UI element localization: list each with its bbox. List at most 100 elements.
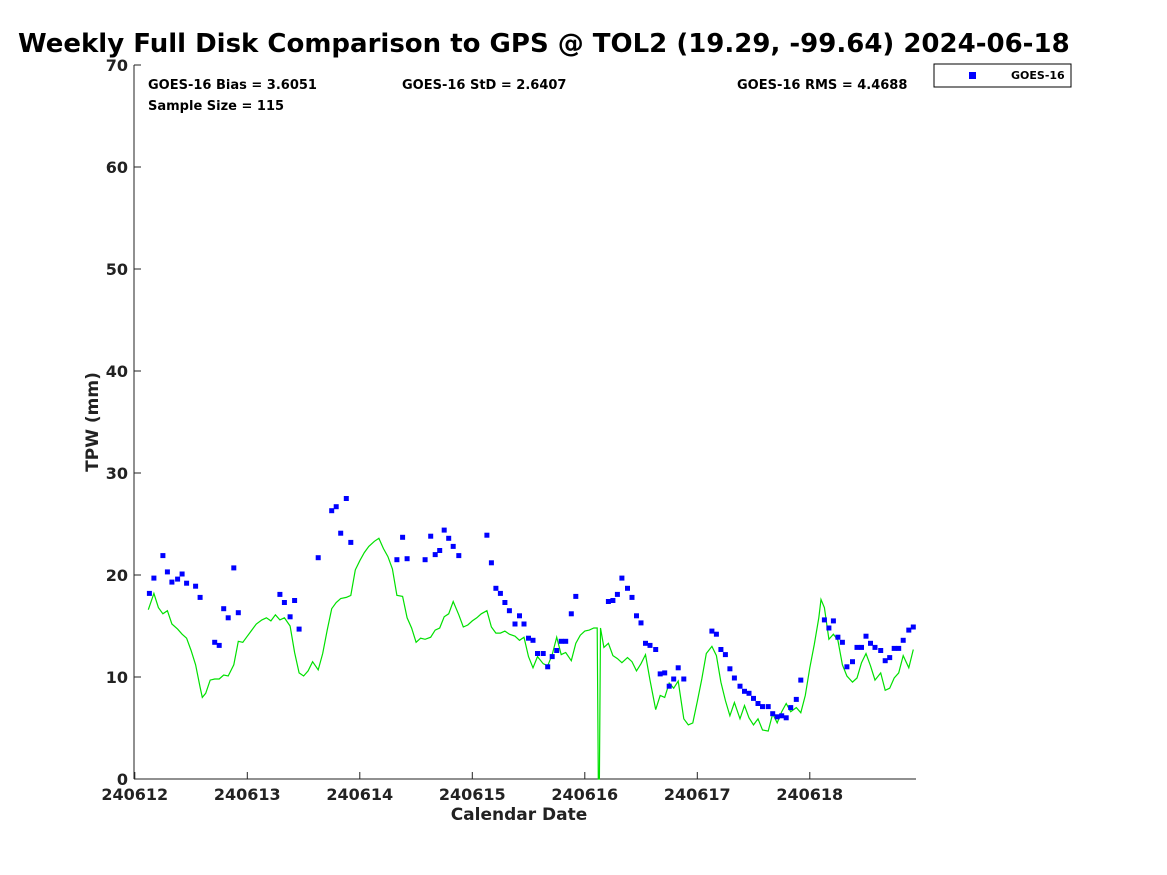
goes-16-point [281,600,287,605]
goes-16-point [779,713,785,719]
goes-16-point [882,658,888,664]
goes-16-point [146,590,152,596]
y-tick-label: 70 [106,56,128,75]
goes-16-point [900,637,906,643]
goes-16-point [545,664,551,670]
goes-16-point [179,571,185,577]
goes-16-point [488,560,494,566]
goes-16-point [850,659,855,665]
goes-16-point [868,640,873,646]
goes-16-point [906,627,912,633]
goes-16-point [878,648,884,653]
goes-16-point [722,652,728,658]
goes-16-point [554,648,560,653]
y-tick-label: 0 [117,770,128,789]
goes-16-point [643,640,648,646]
goes-16-point [887,655,893,661]
goes-16-point [456,553,462,559]
goes-16-point [826,625,832,631]
y-tick-label: 50 [106,260,128,279]
goes-16-point [287,614,293,620]
x-tick-label: 240618 [776,785,843,804]
goes-16-point [343,496,349,501]
goes-16-point [175,576,181,582]
goes-16-point [770,711,776,717]
goes-16-point [563,638,569,644]
goes-16-point [221,606,227,612]
goes-16-point [830,618,836,624]
goes-16-point [549,654,555,660]
goes-16-point [231,565,237,571]
goes-16-series [146,496,916,721]
goes-16-point [610,598,616,603]
goes-16-point [844,664,850,670]
goes-16-point [896,645,902,651]
goes-16-point [666,683,672,689]
legend-box [933,63,1072,88]
goes-16-point [432,552,438,558]
goes-16-point [910,624,916,630]
goes-16-point [755,701,761,706]
y-tick-label: 30 [106,464,128,483]
goes-16-point [859,644,864,650]
sample-size-stat: Sample Size = 115 [148,99,284,114]
goes-16-point [742,688,747,694]
plot-area [134,65,916,779]
goes-16-point [441,527,447,533]
x-tick-label: 240616 [551,785,618,804]
goes-16-point [619,575,625,581]
x-tick-label: 240615 [439,785,506,804]
goes-16-point [727,666,733,672]
goes-16-point [521,621,527,627]
goes-16-point [653,647,659,652]
goes-16-point [765,704,771,710]
goes-16-point [292,598,298,603]
goes-16-point [647,642,653,648]
goes-16-point [197,594,203,600]
goes-16-point [854,644,860,650]
goes-16-point [506,608,512,614]
legend-marker-goes-16 [969,72,976,79]
std-stat: GOES-16 StD = 2.6407 [402,78,566,93]
goes-16-point [216,642,222,648]
goes-16-point [783,715,789,721]
x-tick-label: 240614 [326,785,393,804]
goes-16-point [296,626,302,632]
rms-stat: GOES-16 RMS = 4.4688 [737,78,907,93]
goes-16-point [502,600,508,605]
goes-16-point [235,610,241,616]
x-axis-label: Calendar Date [451,805,588,825]
goes-16-point [526,635,531,641]
goes-16-point [863,633,869,639]
y-tick-label: 10 [106,668,128,687]
goes-16-point [428,533,434,539]
goes-16-point [540,651,546,656]
goes-16-point [160,553,166,559]
goes-16-point [497,590,503,596]
goes-16-point [675,665,681,671]
goes-16-point [872,644,878,650]
goes-16-point [760,704,765,710]
x-tick-label: 240617 [664,785,731,804]
y-tick-label: 20 [106,566,128,585]
goes-16-point [718,647,724,652]
goes-16-point [169,579,175,585]
goes-16-point [338,530,344,536]
goes-16-point [681,676,687,682]
goes-16-point [568,611,574,617]
goes-16-point [437,548,443,553]
goes-16-point [184,580,190,586]
goes-16-point [394,557,400,563]
goes-16-point [614,591,620,597]
goes-16-point [657,671,663,677]
goes-16-point [277,591,283,597]
goes-16-point [638,620,644,626]
goes-16-point [793,696,799,702]
goes-16-point [788,705,794,711]
goes-16-point [400,534,406,540]
chart-title: Weekly Full Disk Comparison to GPS @ TOL… [18,29,1070,59]
goes-16-point [634,613,639,619]
goes-16-point [193,583,199,589]
y-tick-label: 40 [106,362,128,381]
goes-16-point [446,535,452,541]
